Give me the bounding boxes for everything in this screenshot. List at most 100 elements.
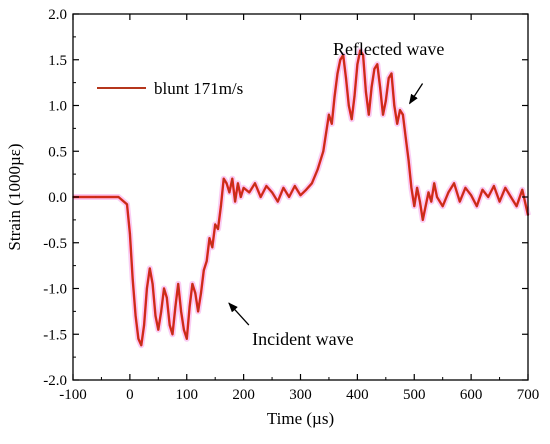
x-tick-label: 500: [403, 387, 426, 403]
y-tick-label: 2.0: [48, 7, 67, 23]
series-point: [197, 310, 200, 313]
x-tick-label: 700: [517, 387, 540, 403]
series-point: [447, 191, 450, 194]
series-point: [328, 113, 330, 116]
series-point: [515, 205, 518, 208]
series-point: [365, 90, 367, 93]
series-point: [330, 122, 333, 125]
series-point: [413, 205, 416, 208]
series-point: [239, 196, 242, 198]
series-point: [163, 287, 165, 290]
series-point: [350, 118, 353, 121]
x-tick-label: 400: [346, 387, 369, 403]
y-tick-label: -2.0: [43, 373, 67, 389]
series-point: [498, 200, 501, 203]
series-point: [345, 77, 347, 79]
series-point: [401, 113, 404, 116]
series-point: [185, 337, 188, 340]
series-point: [305, 188, 308, 191]
series-point: [356, 63, 359, 66]
series-point: [174, 305, 177, 308]
series-point: [325, 132, 327, 134]
series-point: [359, 49, 362, 52]
series-point: [436, 196, 438, 198]
series-point: [410, 186, 413, 189]
series-point: [242, 186, 245, 189]
y-tick-label: 1.0: [48, 99, 67, 115]
series-point: [393, 104, 396, 107]
series-point: [433, 182, 436, 185]
series-point: [137, 337, 140, 340]
series-point: [180, 310, 182, 313]
series-point: [475, 205, 478, 208]
series-point: [131, 278, 134, 281]
series-point: [154, 315, 157, 317]
series-point: [188, 305, 191, 308]
series-point: [492, 185, 495, 187]
series-point: [293, 185, 296, 187]
series-point: [126, 203, 128, 206]
series-point: [168, 324, 171, 326]
series-point: [225, 182, 228, 185]
x-tick-label: 100: [176, 387, 199, 403]
series-point: [333, 95, 336, 98]
series-point: [421, 218, 424, 221]
x-tick-label: 200: [232, 387, 255, 403]
legend-label: blunt 171m/s: [154, 79, 243, 98]
series-point: [382, 113, 384, 116]
series-point: [248, 191, 251, 194]
series-point: [211, 246, 214, 249]
series-point: [416, 186, 418, 189]
series-point: [481, 188, 484, 191]
series-point: [202, 269, 205, 272]
series-point: [430, 200, 433, 203]
series-point: [222, 177, 225, 180]
series-point: [151, 283, 154, 285]
series-point: [396, 122, 399, 125]
annotation-arrow-reflected: [409, 83, 424, 105]
y-tick-label: 0.0: [48, 190, 67, 206]
series-layer: [72, 49, 530, 347]
series-point: [424, 205, 427, 208]
y-tick-label: -1.0: [43, 282, 67, 298]
series-point: [404, 136, 407, 139]
series-point: [177, 283, 180, 285]
series-point: [259, 196, 262, 198]
series-point: [362, 54, 364, 57]
series-point: [504, 186, 507, 189]
series-point: [373, 68, 376, 70]
series-point: [165, 296, 168, 299]
series-point: [183, 328, 185, 331]
series-point: [510, 196, 512, 198]
series-point: [339, 58, 342, 61]
series-point: [419, 200, 421, 203]
series-point: [276, 200, 279, 203]
series-point: [299, 194, 302, 197]
series-point: [265, 185, 268, 187]
series-point: [148, 267, 151, 270]
annotations-layer: Reflected wave Incident wave: [228, 39, 444, 349]
series-point: [487, 196, 490, 198]
series-point: [157, 328, 160, 331]
series-point: [288, 196, 291, 198]
series-point: [342, 54, 345, 57]
series-point: [208, 237, 211, 240]
series-point: [128, 232, 131, 235]
annotation-incident-wave: Incident wave: [252, 329, 353, 349]
series-point: [191, 283, 194, 285]
series-point: [160, 310, 163, 313]
series-point: [194, 292, 197, 294]
series-point: [387, 77, 390, 79]
series-point: [427, 191, 430, 194]
series-point: [310, 182, 313, 185]
series-point: [117, 196, 120, 198]
series-point: [521, 188, 524, 191]
series-point: [390, 72, 393, 75]
series-point: [271, 191, 273, 194]
series-point: [336, 72, 339, 75]
series-point: [254, 182, 256, 185]
series-point: [441, 205, 444, 208]
series-point: [376, 63, 379, 66]
